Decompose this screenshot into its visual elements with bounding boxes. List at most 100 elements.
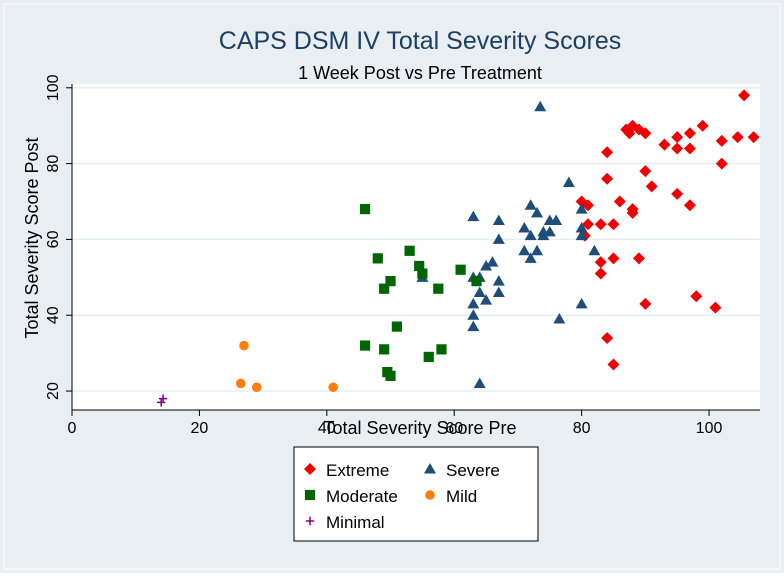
data-point-extreme [671, 187, 684, 200]
data-point-severe [492, 233, 505, 244]
data-point-severe [575, 203, 588, 214]
data-point-extreme [639, 297, 652, 310]
data-point-extreme [738, 89, 751, 102]
data-point-extreme [696, 119, 709, 132]
data-point-extreme [715, 157, 728, 170]
data-point-extreme [683, 127, 696, 140]
data-point-moderate [471, 276, 482, 287]
data-point-moderate [414, 260, 425, 272]
data-point-severe [480, 294, 493, 305]
data-point-severe [467, 309, 480, 320]
data-point-severe [534, 100, 547, 112]
data-point-moderate [379, 283, 390, 294]
data-point-extreme [731, 131, 744, 144]
data-point-extreme [715, 134, 728, 147]
data-point-moderate [404, 245, 415, 256]
data-point-severe [531, 244, 544, 256]
figure-border [3, 3, 781, 570]
data-point-moderate [433, 283, 444, 294]
y-tick-label: 20 [45, 382, 62, 400]
data-point-extreme [620, 123, 633, 136]
legend-marker-severe [424, 463, 436, 474]
data-point-severe [492, 286, 505, 297]
data-point-extreme [601, 331, 614, 344]
data-point-moderate [423, 351, 434, 363]
data-point-moderate [372, 253, 383, 264]
data-point-extreme [645, 180, 658, 193]
data-point-severe [562, 176, 575, 188]
legend-label-mild: Mild [446, 487, 477, 506]
data-point-severe [575, 222, 588, 233]
data-point-severe [518, 222, 531, 233]
data-point-extreme [683, 142, 696, 155]
y-tick-label: 60 [45, 230, 62, 248]
data-point-extreme [601, 146, 614, 159]
data-point-moderate [379, 344, 390, 355]
data-point-extreme [607, 252, 620, 265]
chart-subtitle: 1 Week Post vs Pre Treatment [298, 63, 542, 83]
data-point-extreme [594, 218, 607, 231]
data-point-moderate [417, 268, 428, 279]
data-point-extreme [594, 267, 607, 280]
data-point-severe [480, 259, 493, 271]
legend-marker-mild [425, 490, 435, 500]
data-point-extreme [575, 195, 588, 208]
data-point-severe [467, 320, 480, 332]
legend-marker-moderate [304, 489, 316, 501]
data-point-mild [328, 382, 338, 393]
data-point-extreme [607, 218, 620, 231]
x-tick-label: 80 [573, 420, 591, 437]
data-point-extreme [607, 358, 620, 371]
y-tick-label: 100 [45, 74, 62, 101]
data-point-severe [553, 313, 566, 324]
chart-title: CAPS DSM IV Total Severity Scores [219, 27, 621, 55]
data-point-severe [467, 297, 480, 309]
legend-entries: Extreme Severe Moderate Mild Minimal [304, 461, 500, 532]
data-point-severe [518, 244, 531, 256]
data-point-extreme [671, 142, 684, 155]
data-point-severe [575, 229, 588, 241]
legend: Extreme Severe Moderate Mild Minimal [293, 446, 539, 542]
legend-marker-extreme [304, 463, 316, 475]
data-point-severe [531, 206, 544, 218]
data-point-severe [486, 256, 499, 267]
legend-label-severe: Severe [446, 461, 500, 480]
data-point-severe [543, 225, 556, 237]
data-point-moderate [385, 276, 396, 287]
data-point-extreme [626, 206, 639, 219]
axes: 20 40 60 80 100 0 20 40 60 80 100 [45, 74, 760, 437]
x-axis-label: Total Severity Score Pre [323, 418, 516, 438]
data-point-moderate [436, 344, 447, 355]
legend-label-minimal: Minimal [326, 513, 385, 532]
data-point-severe [537, 229, 550, 241]
data-point-severe [524, 229, 537, 241]
x-tick-label: 40 [318, 420, 336, 437]
data-point-extreme [671, 131, 684, 144]
data-point-minimal [156, 398, 166, 407]
data-point-moderate [359, 340, 371, 351]
data-point-extreme [747, 131, 760, 144]
data-point-mild [239, 340, 249, 351]
y-tick-label: 80 [45, 155, 62, 173]
data-point-severe [524, 252, 537, 263]
x-tick-label: 0 [68, 420, 77, 437]
data-point-moderate [455, 264, 466, 275]
data-point-mild [236, 378, 246, 389]
data-point-severe [588, 244, 601, 256]
data-point-extreme [709, 301, 722, 314]
data-point-extreme [683, 199, 696, 212]
data-point-extreme [639, 165, 652, 178]
data-point-severe [473, 377, 486, 388]
data-point-mild [251, 382, 262, 393]
data-point-moderate [391, 321, 402, 332]
data-point-severe [492, 214, 505, 225]
data-point-moderate [359, 203, 371, 215]
data-point-extreme [690, 290, 703, 303]
data-point-severe [550, 214, 563, 225]
data-point-severe [575, 297, 588, 309]
data-point-minimal [158, 394, 168, 403]
legend-label-moderate: Moderate [326, 487, 398, 506]
data-point-moderate [385, 370, 396, 381]
legend-label-extreme: Extreme [326, 461, 389, 480]
